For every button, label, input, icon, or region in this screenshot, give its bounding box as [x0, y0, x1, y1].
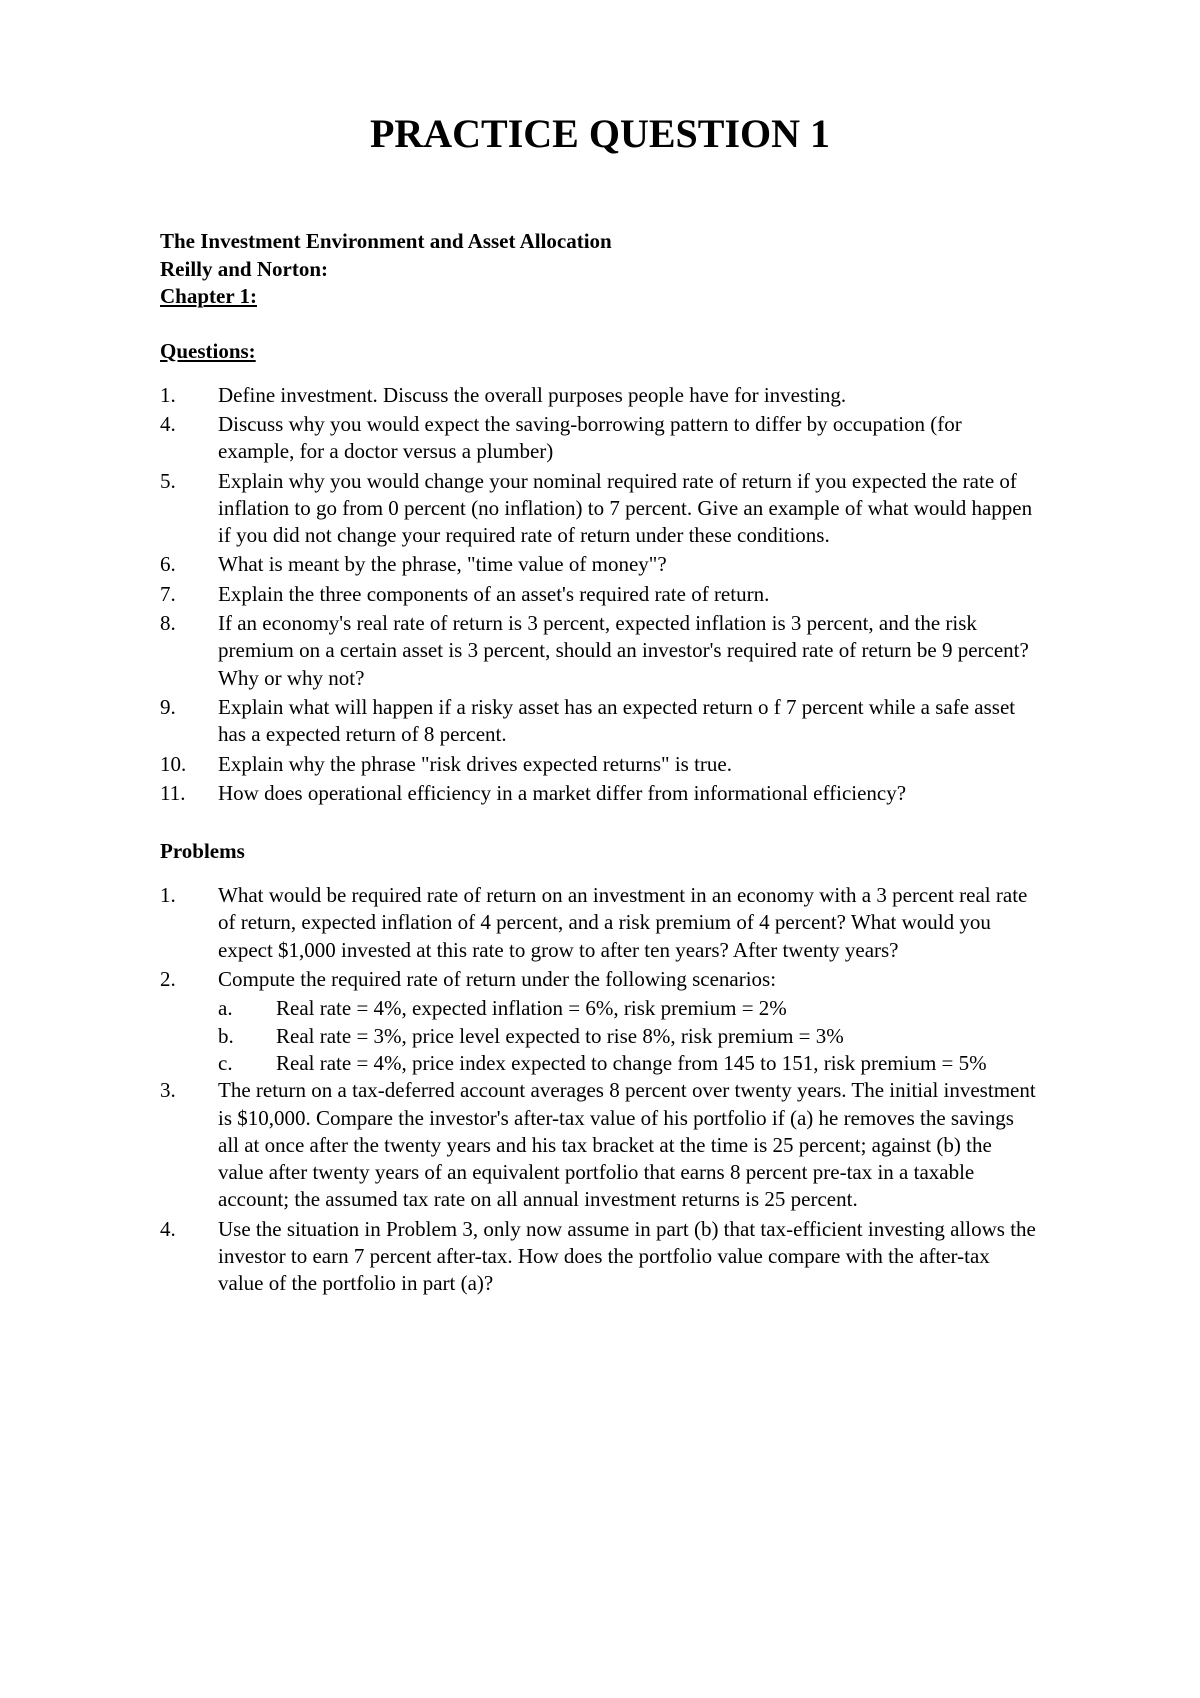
- question-item: 10.Explain why the phrase "risk drives e…: [160, 751, 1040, 778]
- subitem-label: b.: [218, 1023, 276, 1050]
- question-number: 11.: [160, 780, 218, 807]
- question-number: 7.: [160, 581, 218, 608]
- question-item: 11.How does operational efficiency in a …: [160, 780, 1040, 807]
- problem-item: 4.Use the situation in Problem 3, only n…: [160, 1216, 1040, 1298]
- question-text: Discuss why you would expect the saving-…: [218, 411, 1040, 466]
- subitem-label: c.: [218, 1050, 276, 1077]
- problem-number: 3.: [160, 1077, 218, 1213]
- problem-subitem: a.Real rate = 4%, expected inflation = 6…: [160, 995, 1040, 1022]
- question-item: 8.If an economy's real rate of return is…: [160, 610, 1040, 692]
- question-number: 6.: [160, 551, 218, 578]
- questions-header: Questions:: [160, 339, 1040, 364]
- question-number: 4.: [160, 411, 218, 466]
- question-number: 10.: [160, 751, 218, 778]
- chapter-label: Chapter 1:: [160, 284, 1040, 309]
- problem-number: 4.: [160, 1216, 218, 1298]
- question-number: 9.: [160, 694, 218, 749]
- question-text: Explain why you would change your nomina…: [218, 468, 1040, 550]
- question-item: 4.Discuss why you would expect the savin…: [160, 411, 1040, 466]
- problem-number: 1.: [160, 882, 218, 964]
- question-text: Define investment. Discuss the overall p…: [218, 382, 1040, 409]
- question-number: 8.: [160, 610, 218, 692]
- subitem-text: Real rate = 4%, expected inflation = 6%,…: [276, 995, 1040, 1022]
- subitem-text: Real rate = 3%, price level expected to …: [276, 1023, 1040, 1050]
- problem-item: 1.What would be required rate of return …: [160, 882, 1040, 964]
- question-text: What is meant by the phrase, "time value…: [218, 551, 1040, 578]
- questions-list: 1.Define investment. Discuss the overall…: [160, 382, 1040, 807]
- question-item: 5.Explain why you would change your nomi…: [160, 468, 1040, 550]
- question-text: Explain why the phrase "risk drives expe…: [218, 751, 1040, 778]
- problem-text: The return on a tax-deferred account ave…: [218, 1077, 1040, 1213]
- question-item: 7.Explain the three components of an ass…: [160, 581, 1040, 608]
- problems-list: 1.What would be required rate of return …: [160, 882, 1040, 1297]
- problem-subitem: c.Real rate = 4%, price index expected t…: [160, 1050, 1040, 1077]
- problem-text: Compute the required rate of return unde…: [218, 966, 1040, 993]
- question-item: 1.Define investment. Discuss the overall…: [160, 382, 1040, 409]
- question-text: Explain what will happen if a risky asse…: [218, 694, 1040, 749]
- question-text: If an economy's real rate of return is 3…: [218, 610, 1040, 692]
- problem-item: 2.Compute the required rate of return un…: [160, 966, 1040, 993]
- problem-text: What would be required rate of return on…: [218, 882, 1040, 964]
- subtitle-topic: The Investment Environment and Asset All…: [160, 227, 1040, 255]
- subtitle-authors: Reilly and Norton:: [160, 255, 1040, 283]
- problems-header: Problems: [160, 839, 1040, 864]
- question-text: How does operational efficiency in a mar…: [218, 780, 1040, 807]
- question-number: 5.: [160, 468, 218, 550]
- problem-text: Use the situation in Problem 3, only now…: [218, 1216, 1040, 1298]
- problem-subitem: b.Real rate = 3%, price level expected t…: [160, 1023, 1040, 1050]
- question-number: 1.: [160, 382, 218, 409]
- problem-number: 2.: [160, 966, 218, 993]
- question-item: 9.Explain what will happen if a risky as…: [160, 694, 1040, 749]
- question-text: Explain the three components of an asset…: [218, 581, 1040, 608]
- page-title: PRACTICE QUESTION 1: [160, 110, 1040, 157]
- subitem-label: a.: [218, 995, 276, 1022]
- question-item: 6.What is meant by the phrase, "time val…: [160, 551, 1040, 578]
- subitem-text: Real rate = 4%, price index expected to …: [276, 1050, 1040, 1077]
- problem-item: 3.The return on a tax-deferred account a…: [160, 1077, 1040, 1213]
